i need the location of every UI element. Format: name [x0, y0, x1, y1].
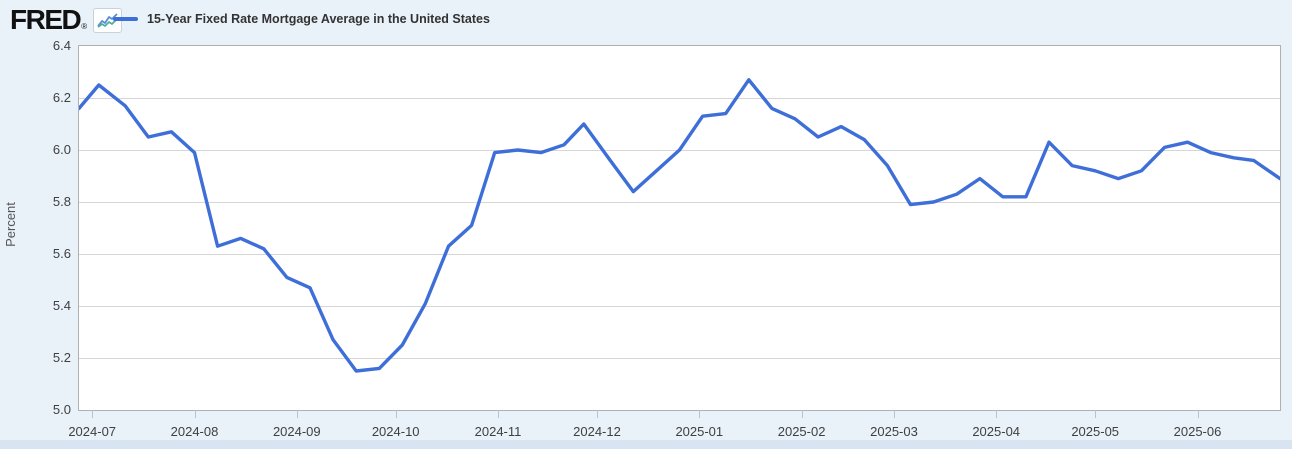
x-tick-mark — [894, 410, 895, 418]
y-tick-label: 5.6 — [52, 246, 71, 261]
x-tick-label: 2025-06 — [1173, 424, 1222, 439]
legend-series-label: 15-Year Fixed Rate Mortgage Average in t… — [147, 12, 490, 26]
x-tick-label: 2024-11 — [474, 424, 522, 439]
x-tick-label: 2025-03 — [870, 424, 918, 439]
x-tick-label: 2025-02 — [777, 424, 826, 439]
chart-header: FRED ® 15-Year Fixed Rate Mortgage Avera… — [0, 0, 1292, 40]
fred-logo-link[interactable]: FRED ® — [10, 4, 123, 35]
x-tick-label: 2025-01 — [675, 424, 724, 439]
fred-logo-text: FRED — [10, 4, 82, 35]
x-tick-mark — [194, 410, 196, 418]
data-line-series — [79, 78, 1280, 373]
y-tick-label: 6.4 — [52, 38, 71, 53]
x-tick-mark — [996, 410, 998, 418]
x-tick-mark — [498, 410, 499, 418]
x-tick-label: 2024-08 — [170, 424, 219, 439]
x-tick-mark — [1095, 410, 1097, 418]
x-tick-mark — [597, 410, 598, 418]
x-tick-mark — [801, 410, 803, 418]
x-tick-label: 2024-09 — [272, 424, 321, 439]
x-tick-mark — [699, 410, 701, 418]
y-tick-label: 5.2 — [52, 350, 71, 365]
plot-area — [78, 45, 1281, 411]
registered-trademark-symbol: ® — [81, 22, 88, 31]
x-tick-label: 2024-12 — [573, 424, 621, 439]
y-tick-label: 5.4 — [52, 298, 71, 313]
y-axis-title: Percent — [2, 202, 18, 247]
x-tick-mark — [92, 410, 94, 418]
x-tick-mark — [1197, 410, 1199, 418]
bottom-strip — [0, 440, 1292, 449]
y-tick-label: 5.8 — [52, 194, 71, 209]
x-tick-mark — [296, 410, 298, 418]
x-tick-label: 2025-04 — [972, 424, 1021, 439]
legend-item[interactable]: 15-Year Fixed Rate Mortgage Average in t… — [113, 12, 490, 26]
x-tick-label: 2025-05 — [1071, 424, 1120, 439]
line-chart-canvas — [79, 78, 1280, 373]
y-tick-label: 6.2 — [52, 90, 71, 105]
x-tick-mark — [395, 410, 397, 418]
legend-line-swatch — [113, 17, 138, 21]
y-tick-label: 6.0 — [52, 142, 71, 157]
y-tick-label: 5.0 — [52, 402, 71, 417]
x-tick-label: 2024-10 — [371, 424, 420, 439]
x-tick-label: 2024-07 — [68, 424, 117, 439]
